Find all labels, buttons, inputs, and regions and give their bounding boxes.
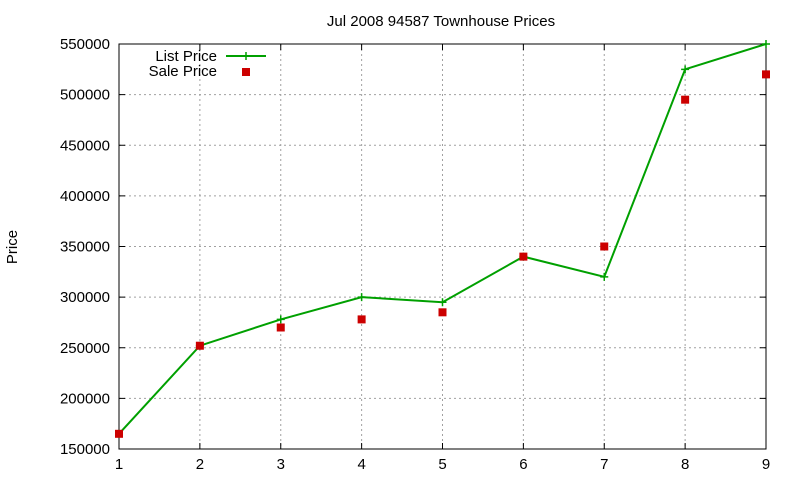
- list-price-point: [357, 293, 366, 302]
- x-tick-label: 2: [196, 456, 204, 473]
- list-price-point: [681, 65, 690, 74]
- x-tick-label: 7: [600, 456, 608, 473]
- x-tick-label: 4: [357, 456, 365, 473]
- x-tick-label: 9: [762, 456, 770, 473]
- x-tick-label: 1: [115, 456, 123, 473]
- list-price-point: [438, 298, 447, 307]
- y-tick-label: 450000: [60, 137, 110, 154]
- x-tick-label: 6: [519, 456, 527, 473]
- legend-marker-sale-price: [242, 68, 250, 76]
- y-tick-label: 150000: [60, 441, 110, 458]
- legend: List Price Sale Price: [149, 48, 266, 80]
- list-price-point: [600, 272, 609, 281]
- x-tick-label: 5: [438, 456, 446, 473]
- axis-ticks: [118, 43, 767, 450]
- chart-title: Jul 2008 94587 Townhouse Prices: [327, 13, 555, 30]
- x-tick-labels: 1 2 3 4 5 6 7 8 9: [115, 456, 770, 473]
- list-price-point: [762, 40, 770, 48]
- sale-price-point: [195, 341, 204, 350]
- y-tick-label: 350000: [60, 239, 110, 256]
- sale-price-point: [276, 323, 285, 332]
- x-tick-label: 8: [681, 456, 689, 473]
- sale-price-point: [681, 95, 690, 104]
- sale-price-point: [438, 308, 447, 317]
- x-tick-label: 3: [277, 456, 285, 473]
- y-tick-label: 200000: [60, 390, 110, 407]
- legend-label-sale-price: Sale Price: [149, 63, 217, 80]
- grid: [119, 44, 766, 449]
- sale-price-point: [762, 70, 770, 79]
- legend-label-list-price: List Price: [155, 48, 217, 65]
- y-tick-labels: 150000 200000 250000 300000 350000 400000 4500…: [60, 36, 110, 458]
- sale-price-point: [357, 315, 366, 324]
- sale-price-point: [519, 252, 528, 261]
- list-price-point: [276, 315, 285, 324]
- legend-marker-list-price: [242, 52, 250, 60]
- series: [115, 40, 770, 438]
- y-tick-label: 250000: [60, 340, 110, 357]
- y-axis-label: Price: [4, 230, 21, 264]
- sale-price-point: [600, 242, 609, 251]
- sale-price-point: [115, 429, 123, 438]
- y-tick-label: 550000: [60, 36, 110, 53]
- y-tick-label: 400000: [60, 188, 110, 205]
- y-tick-label: 500000: [60, 87, 110, 104]
- y-tick-label: 300000: [60, 289, 110, 306]
